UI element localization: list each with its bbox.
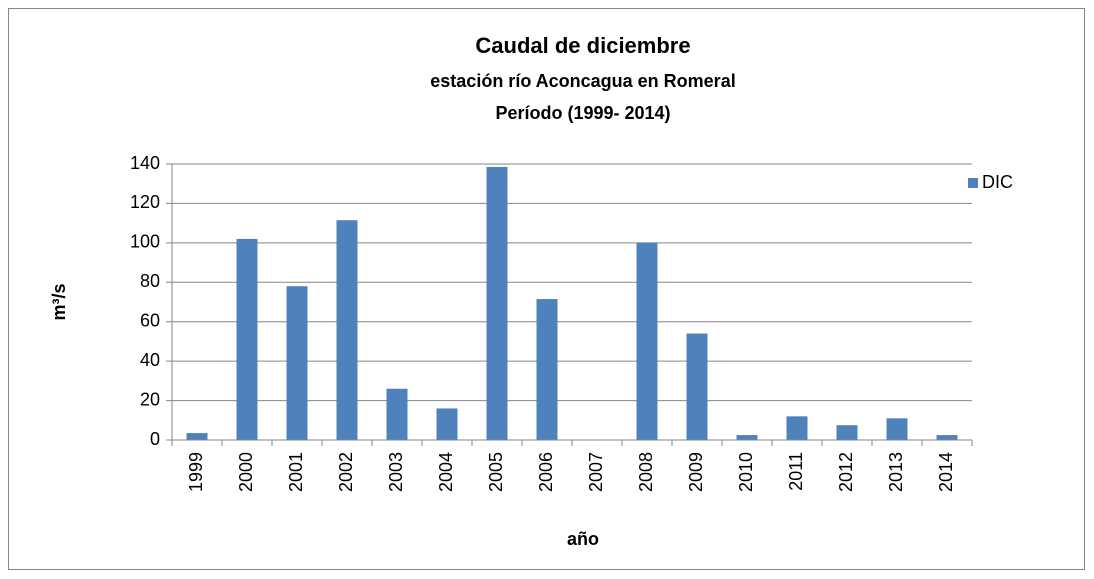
- bar: [786, 416, 808, 440]
- x-tick-label: 2005: [486, 452, 506, 492]
- x-tick-label: 2002: [336, 452, 356, 492]
- x-tick-label: 2011: [786, 452, 806, 491]
- x-tick-label: 2012: [836, 452, 856, 492]
- bar: [336, 220, 358, 440]
- x-tick-label: 2009: [686, 452, 706, 492]
- chart-subtitle: estación río Aconcagua en Romeral: [430, 71, 735, 91]
- chart-subtitle: Período (1999- 2014): [495, 103, 670, 123]
- legend-label: DIC: [982, 172, 1013, 192]
- y-tick-label: 20: [140, 389, 160, 409]
- legend-swatch: [968, 178, 978, 188]
- y-tick-label: 140: [130, 153, 160, 173]
- x-tick-label: 2004: [436, 452, 456, 492]
- bar: [436, 408, 458, 440]
- bar: [936, 435, 958, 440]
- x-tick-label: 2013: [886, 452, 906, 492]
- bar: [736, 435, 758, 440]
- bar: [286, 286, 308, 440]
- x-tick-label: 2001: [286, 452, 306, 492]
- x-tick-label: 2000: [236, 452, 256, 492]
- y-tick-label: 80: [140, 271, 160, 291]
- chart-title: Caudal de diciembre: [475, 33, 690, 58]
- y-axis-label: m³/s: [49, 283, 69, 320]
- x-tick-label: 2003: [386, 452, 406, 492]
- y-tick-label: 120: [130, 192, 160, 212]
- bar: [886, 418, 908, 440]
- y-tick-label: 60: [140, 310, 160, 330]
- x-tick-label: 2007: [586, 452, 606, 492]
- chart-border: [8, 8, 1085, 570]
- x-tick-label: 2008: [636, 452, 656, 492]
- x-tick-label: 2006: [536, 452, 556, 492]
- x-tick-label: 2014: [936, 452, 956, 492]
- bar: [636, 242, 658, 440]
- bar: [186, 433, 208, 440]
- bar: [686, 333, 708, 440]
- x-axis-label: año: [567, 529, 599, 549]
- bar: [536, 299, 558, 440]
- bar: [486, 166, 508, 440]
- x-tick-label: 2010: [736, 452, 756, 492]
- bar: [836, 425, 858, 440]
- bar: [386, 388, 408, 440]
- y-tick-label: 40: [140, 350, 160, 370]
- y-tick-label: 100: [130, 232, 160, 252]
- x-tick-label: 1999: [186, 452, 206, 492]
- y-tick-label: 0: [150, 429, 160, 449]
- bar: [236, 238, 258, 440]
